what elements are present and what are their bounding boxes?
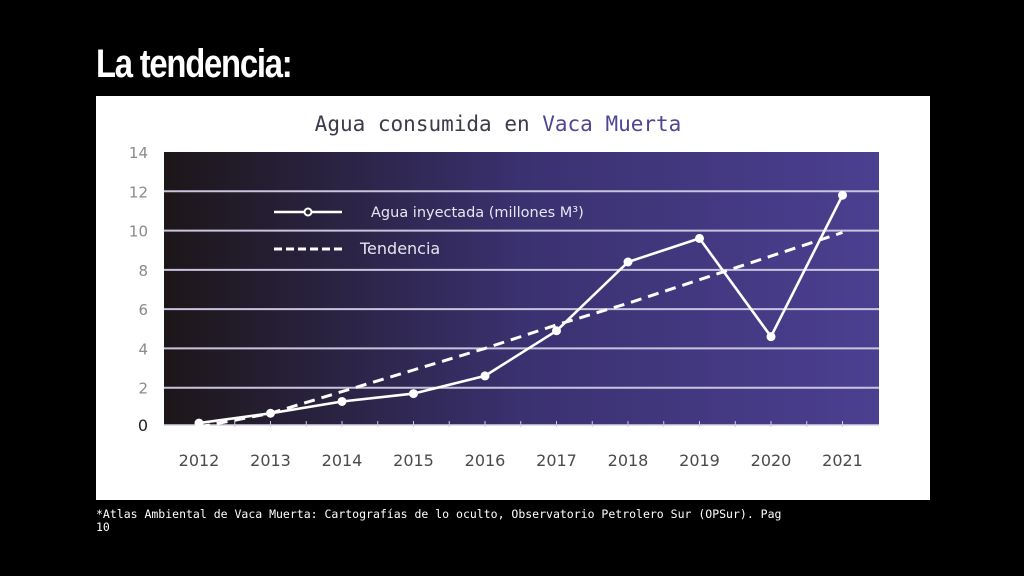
chart-frame: Agua consumida en Vaca Muerta 0 2 4 6 8 10 12 1… xyxy=(96,96,930,500)
chart-title: Agua consumida en Vaca Muerta xyxy=(315,112,682,136)
slide-title: La tendencia: xyxy=(96,42,293,86)
legend-label-trend: Tendencia xyxy=(359,239,440,258)
data-point xyxy=(695,233,704,243)
plot-area xyxy=(164,152,879,425)
x-tick-label: 2012 xyxy=(179,451,220,470)
data-point xyxy=(337,396,347,406)
x-tick-label: 2014 xyxy=(322,451,363,470)
data-point xyxy=(766,332,776,342)
y-tick-label: 8 xyxy=(138,262,148,280)
y-tick-label: 10 xyxy=(129,223,148,241)
x-tick-label: 2020 xyxy=(751,451,792,470)
y-tick-label: 0 xyxy=(138,416,148,435)
data-point xyxy=(838,190,847,200)
y-tick-label: 12 xyxy=(129,183,148,201)
source-footnote: *Atlas Ambiental de Vaca Muerta: Cartogr… xyxy=(96,507,782,534)
legend: Agua inyectada (millones M³) Tendencia xyxy=(274,205,584,258)
data-point xyxy=(409,389,418,399)
legend-marker-icon xyxy=(303,207,313,217)
data-point xyxy=(480,371,490,381)
data-point xyxy=(623,257,633,267)
y-tick-label: 6 xyxy=(138,301,148,319)
trend-line xyxy=(198,231,843,429)
x-tick-label: 2021 xyxy=(822,451,863,470)
x-tick-label: 2017 xyxy=(536,451,577,470)
water-injected-line xyxy=(198,194,844,425)
line-chart: Agua consumida en Vaca Muerta 0 2 4 6 8 10 12 1… xyxy=(129,112,879,470)
x-tick-label: 2019 xyxy=(679,451,720,470)
x-tick-label: 2016 xyxy=(465,451,506,470)
x-tick-label: 2018 xyxy=(608,451,649,470)
legend-label-water: Agua inyectada (millones M³) xyxy=(371,205,584,221)
y-tick-label: 2 xyxy=(138,380,148,398)
data-point xyxy=(552,326,561,336)
y-tick-label: 4 xyxy=(138,340,148,358)
x-tick-label: 2013 xyxy=(250,451,291,470)
x-tick-label: 2015 xyxy=(393,451,434,470)
y-tick-label: 14 xyxy=(129,144,148,162)
